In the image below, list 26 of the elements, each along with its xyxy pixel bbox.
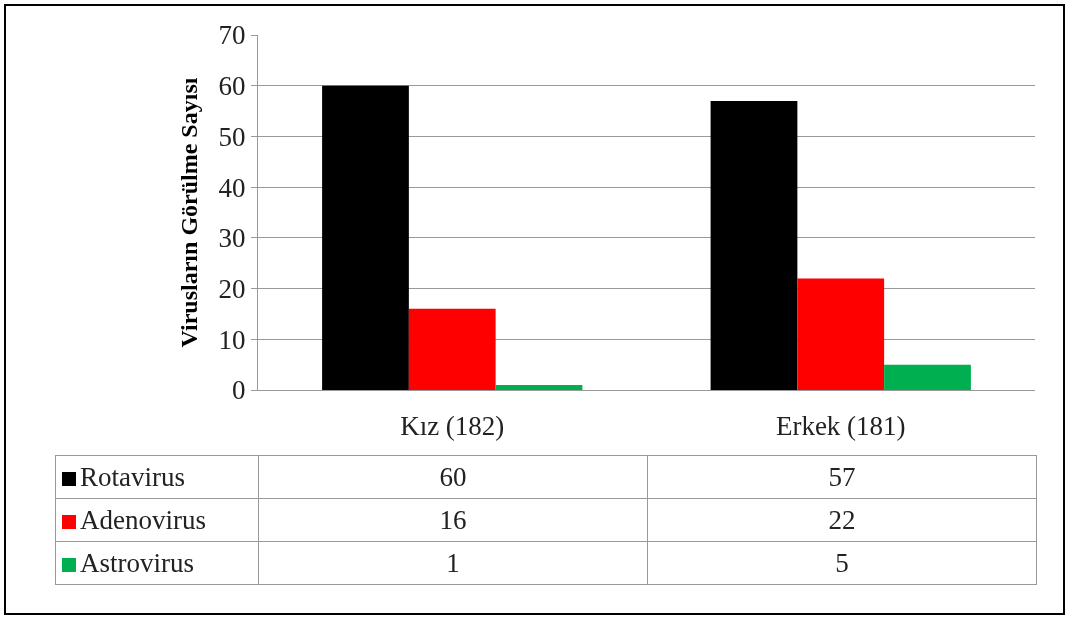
- y-tick-label: 10: [218, 324, 246, 355]
- bar: [495, 384, 583, 390]
- y-tick-label: 0: [232, 375, 246, 406]
- y-axis-title: Virusların Görülme Sayısı: [175, 77, 202, 348]
- y-tick-label: 50: [218, 121, 246, 152]
- data-label: 22: [647, 498, 1037, 542]
- data-label: 60: [258, 455, 648, 499]
- legend-label: Adenovirus: [80, 504, 206, 535]
- y-tick-label: 60: [218, 71, 246, 102]
- data-label: 57: [647, 455, 1037, 499]
- x-tick-label: Erkek (181): [775, 411, 906, 442]
- bar: [797, 278, 885, 390]
- data-label: 1: [258, 541, 648, 585]
- y-tick-label: 70: [218, 20, 246, 51]
- y-tick-label: 20: [218, 274, 246, 305]
- legend-label: Astrovirus: [80, 547, 194, 578]
- bar: [408, 308, 496, 390]
- bar: [322, 85, 409, 390]
- bar: [710, 100, 798, 390]
- y-tick-label: 30: [218, 223, 246, 254]
- legend-label: Rotavirus: [80, 461, 185, 492]
- x-tick-label: Kız (182): [400, 411, 505, 442]
- data-label: 16: [258, 498, 648, 542]
- y-tick-label: 40: [218, 172, 246, 203]
- bar: [884, 364, 971, 390]
- data-label: 5: [647, 541, 1037, 585]
